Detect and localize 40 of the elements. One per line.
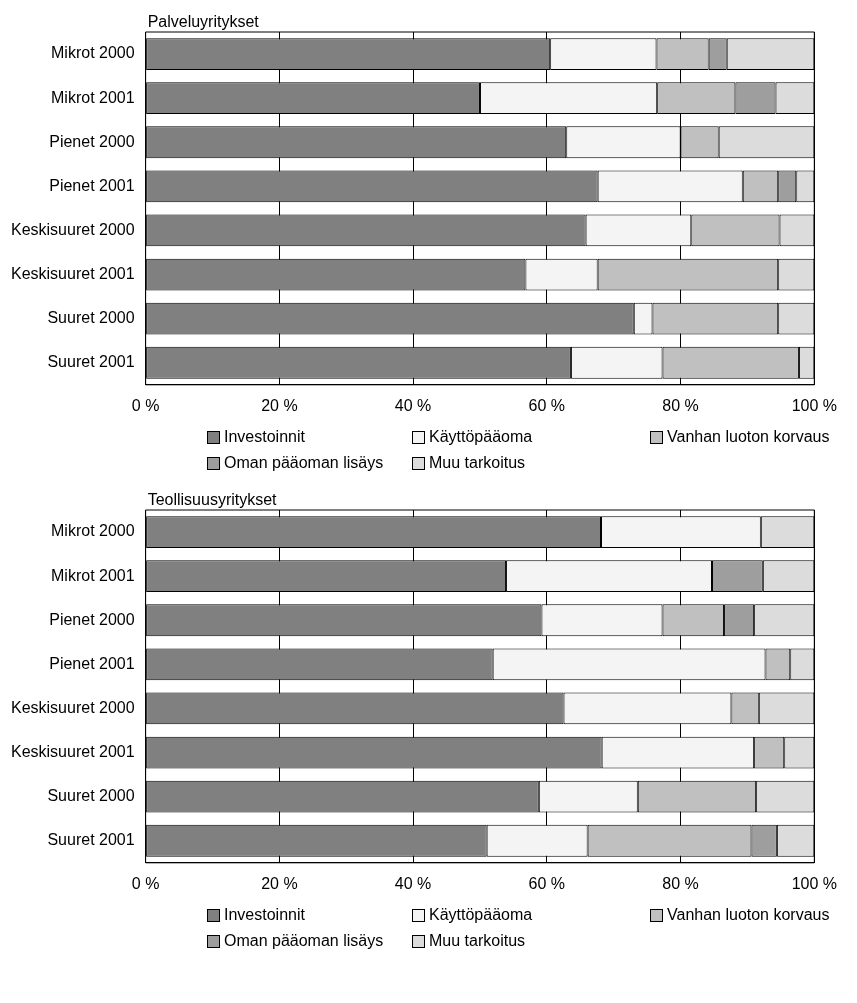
y-tick-label: Pienet 2001: [49, 654, 135, 672]
y-tick-label: Suuret 2001: [47, 831, 135, 849]
chart-title: Teollisuusyritykset: [147, 491, 278, 509]
legend-label: Muu tarkoitus: [429, 454, 526, 472]
y-tick-label: Keskisuuret 2000: [10, 698, 135, 716]
x-tick-label: 40 %: [394, 396, 432, 414]
x-tick-label: 0 %: [131, 874, 160, 892]
x-tick-label: 20 %: [261, 396, 298, 414]
legend-label: Investoinnit: [224, 428, 305, 446]
y-tick-label: Pienet 2000: [49, 132, 135, 150]
x-tick-label: 80 %: [662, 396, 699, 414]
legend-label: Käyttöpääoma: [429, 906, 533, 924]
legend-label: Vanhan luoton korvaus: [667, 906, 830, 924]
x-tick-label: 100 %: [791, 396, 837, 414]
x-tick-label: 80 %: [662, 874, 699, 892]
x-tick-label: 0 %: [131, 396, 160, 414]
y-tick-label: Keskisuuret 2001: [10, 742, 135, 760]
y-tick-label: Mikrot 2001: [51, 566, 135, 584]
legend-label: Investoinnit: [224, 906, 305, 924]
legend-label: Muu tarkoitus: [429, 932, 526, 950]
x-tick-label: 60 %: [528, 874, 566, 892]
y-tick-label: Suuret 2000: [47, 787, 135, 805]
legend-label: Vanhan luoton korvaus: [667, 428, 830, 446]
x-tick-label: 100 %: [791, 874, 837, 892]
legend-label: Oman pääoman lisäys: [224, 454, 384, 472]
x-tick-label: 40 %: [394, 874, 432, 892]
legend-label: Oman pääoman lisäys: [224, 932, 384, 950]
chart-title: Palveluyritykset: [147, 13, 260, 31]
y-tick-label: Suuret 2001: [47, 353, 135, 371]
y-tick-label: Mikrot 2000: [51, 44, 135, 62]
y-tick-label: Pienet 2001: [49, 176, 135, 194]
x-tick-label: 60 %: [528, 396, 566, 414]
y-tick-label: Pienet 2000: [49, 610, 135, 628]
y-tick-label: Mikrot 2000: [51, 522, 135, 540]
legend-label: Käyttöpääoma: [429, 428, 533, 446]
x-tick-label: 20 %: [261, 874, 298, 892]
y-tick-label: Keskisuuret 2000: [10, 220, 135, 238]
y-tick-label: Keskisuuret 2001: [10, 264, 135, 282]
y-tick-label: Suuret 2000: [47, 309, 135, 327]
y-tick-label: Mikrot 2001: [51, 88, 135, 106]
